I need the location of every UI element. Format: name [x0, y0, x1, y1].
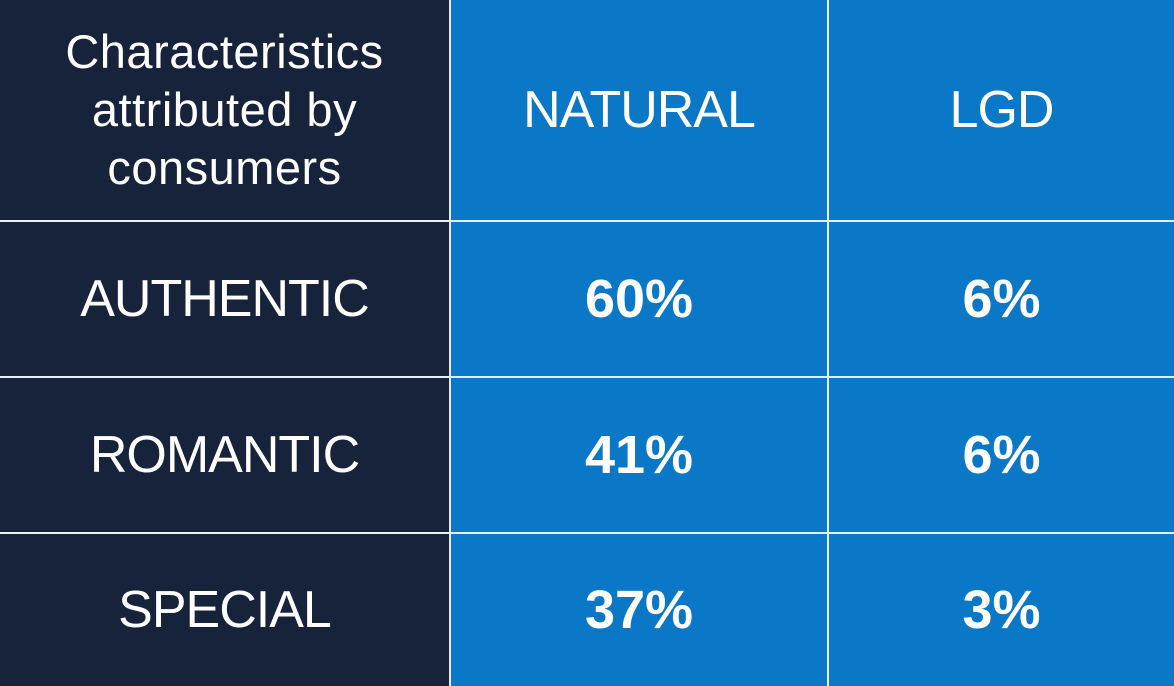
header-cell: LGD [829, 0, 1174, 220]
row-label: AUTHENTIC [0, 222, 449, 376]
header-cell: NATURAL [451, 0, 827, 220]
value-cell: 41% [451, 378, 827, 532]
row-label: ROMANTIC [0, 378, 449, 532]
value-cell: 3% [829, 534, 1174, 686]
header-cell: Characteristics attributed by consumers [0, 0, 449, 220]
value-cell: 37% [451, 534, 827, 686]
value-cell: 60% [451, 222, 827, 376]
row-label: SPECIAL [0, 534, 449, 686]
value-cell: 6% [829, 378, 1174, 532]
value-cell: 6% [829, 222, 1174, 376]
